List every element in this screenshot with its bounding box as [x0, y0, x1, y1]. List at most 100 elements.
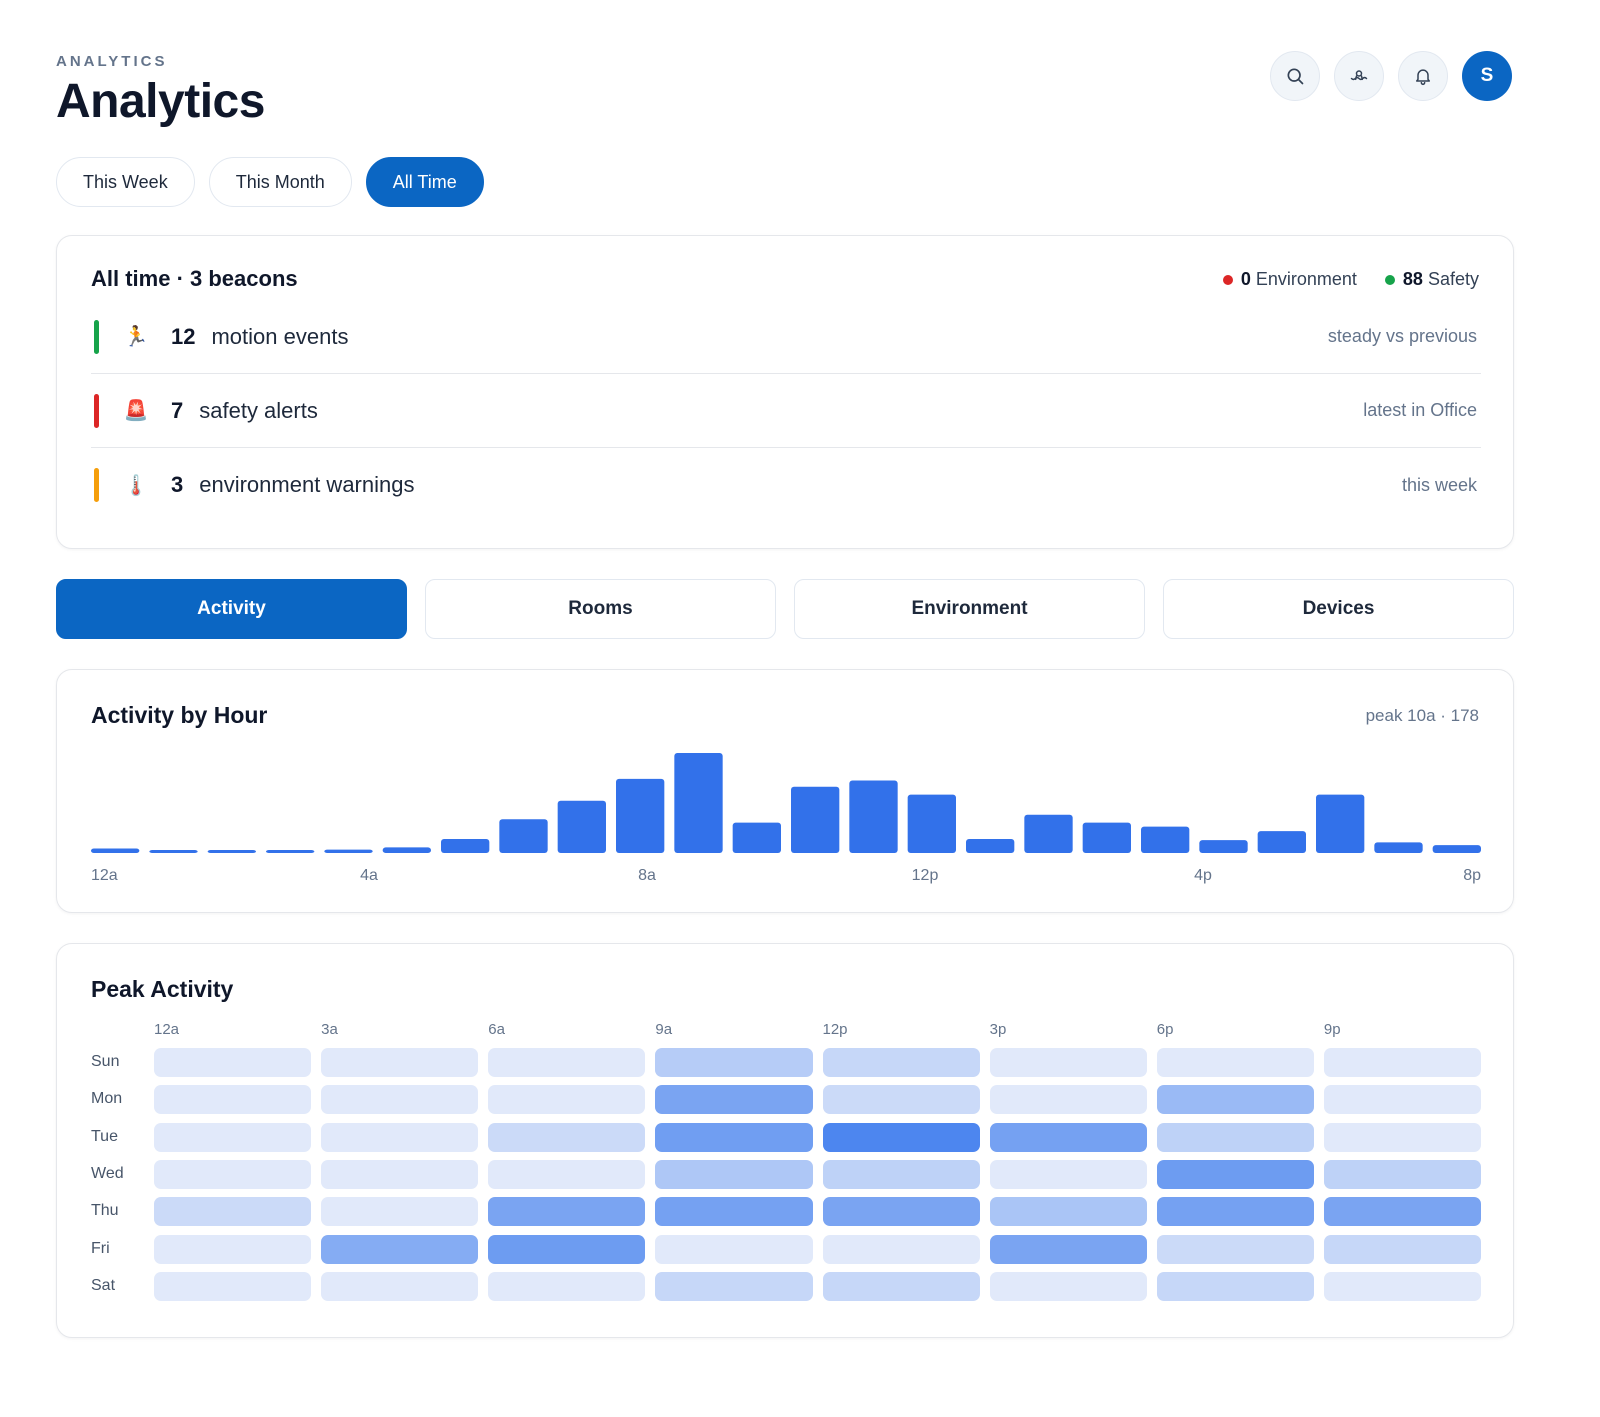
heatmap-cell[interactable] [321, 1159, 479, 1189]
heatmap-cell[interactable] [822, 1048, 980, 1077]
siren-icon: 🚨 [123, 400, 149, 422]
heatmap-cell[interactable] [1156, 1048, 1314, 1077]
top-toolbar: S [1270, 51, 1512, 101]
bar-10p[interactable] [1374, 842, 1423, 853]
heatmap-cell[interactable] [488, 1271, 646, 1301]
beacon-button[interactable] [1334, 51, 1384, 101]
heatmap-cell[interactable] [1323, 1197, 1481, 1227]
heatmap-cell[interactable] [822, 1234, 980, 1264]
bar-2a[interactable] [207, 850, 256, 853]
heatmap-cell[interactable] [822, 1085, 980, 1115]
bar-5p[interactable] [1082, 822, 1131, 853]
heatmap-cell[interactable] [1323, 1159, 1481, 1189]
search-button[interactable] [1270, 51, 1320, 101]
range-tab-this-month[interactable]: This Month [208, 157, 352, 207]
tab-devices[interactable]: Devices [1163, 579, 1514, 639]
bar-4p[interactable] [1024, 814, 1073, 853]
heatmap-cell[interactable] [822, 1159, 980, 1189]
bar-4a[interactable] [324, 849, 373, 853]
heatmap-cell[interactable] [154, 1197, 312, 1227]
heatmap-cell[interactable] [989, 1197, 1147, 1227]
bar-10a[interactable] [674, 753, 723, 853]
heatmap-cell[interactable] [154, 1122, 312, 1152]
activity-by-hour-chart: 12a 4a 8a 12p 4p 8p [91, 753, 1481, 884]
heatmap-cell[interactable] [989, 1159, 1147, 1189]
heatmap-cell[interactable] [488, 1085, 646, 1115]
bar-8p[interactable] [1257, 831, 1306, 853]
bar-12p[interactable] [791, 786, 840, 853]
bar-5a[interactable] [382, 847, 431, 853]
heatmap-cell[interactable] [989, 1122, 1147, 1152]
heatmap-cell[interactable] [1323, 1048, 1481, 1077]
heatmap-cell[interactable] [154, 1159, 312, 1189]
heatmap-cell[interactable] [321, 1234, 479, 1264]
bar-3p[interactable] [966, 838, 1015, 853]
heatmap-cell[interactable] [154, 1085, 312, 1115]
heatmap-cell[interactable] [1323, 1271, 1481, 1301]
bar-9p[interactable] [1316, 794, 1365, 853]
heatmap-cell[interactable] [321, 1122, 479, 1152]
notifications-button[interactable] [1398, 51, 1448, 101]
bar-1p[interactable] [849, 780, 898, 853]
heatmap-cell[interactable] [1156, 1197, 1314, 1227]
bar-11a[interactable] [732, 822, 781, 853]
heatmap-cell[interactable] [154, 1271, 312, 1301]
bar-2p[interactable] [907, 794, 956, 853]
heatmap-cell[interactable] [488, 1122, 646, 1152]
heatmap-cell[interactable] [655, 1159, 813, 1189]
heatmap-cell[interactable] [321, 1085, 479, 1115]
bar-6p[interactable] [1141, 826, 1190, 853]
heatmap-cell[interactable] [989, 1234, 1147, 1264]
bar-9a[interactable] [616, 778, 665, 853]
bar-3a[interactable] [266, 850, 315, 853]
heatmap-cell[interactable] [1156, 1159, 1314, 1189]
heatmap-cell[interactable] [488, 1048, 646, 1077]
heatmap-cell[interactable] [154, 1234, 312, 1264]
avatar[interactable]: S [1462, 51, 1512, 101]
bar-6a[interactable] [441, 838, 490, 853]
heatmap-cell[interactable] [1156, 1085, 1314, 1115]
stat-row-motion[interactable]: 🏃 12 motion events steady vs previous [91, 300, 1481, 374]
heatmap-cell[interactable] [989, 1271, 1147, 1301]
tab-rooms[interactable]: Rooms [425, 579, 776, 639]
heatmap-cell[interactable] [488, 1234, 646, 1264]
heatmap-cell[interactable] [1156, 1122, 1314, 1152]
range-tab-this-week[interactable]: This Week [56, 157, 195, 207]
heatmap-cell[interactable] [321, 1271, 479, 1301]
heatmap-cell[interactable] [655, 1271, 813, 1301]
heatmap-cell[interactable] [1323, 1122, 1481, 1152]
range-tab-all-time[interactable]: All Time [365, 157, 484, 207]
heatmap-cell[interactable] [822, 1271, 980, 1301]
heatmap-cell[interactable] [822, 1197, 980, 1227]
heatmap-cell[interactable] [488, 1197, 646, 1227]
heatmap-cell[interactable] [822, 1122, 980, 1152]
heatmap-cell[interactable] [154, 1048, 312, 1077]
stat-row-safety[interactable]: 🚨 7 safety alerts latest in Office [91, 374, 1481, 448]
bar-11p[interactable] [1432, 845, 1481, 853]
status-indicator [94, 393, 99, 428]
heatmap-cell[interactable] [1156, 1234, 1314, 1264]
heatmap-cell[interactable] [321, 1197, 479, 1227]
heatmap-row-label: Thu [91, 1202, 119, 1220]
heatmap-cell[interactable] [655, 1085, 813, 1115]
heatmap-cell[interactable] [321, 1048, 479, 1077]
heatmap-cell[interactable] [1323, 1234, 1481, 1264]
heatmap-cell[interactable] [1156, 1271, 1314, 1301]
tab-environment[interactable]: Environment [794, 579, 1145, 639]
bar-7a[interactable] [499, 819, 548, 853]
tab-activity[interactable]: Activity [56, 579, 407, 639]
heatmap-cell[interactable] [655, 1122, 813, 1152]
bar-1a[interactable] [149, 850, 198, 853]
heatmap-cell[interactable] [655, 1234, 813, 1264]
bar-7p[interactable] [1199, 840, 1248, 853]
bar-8a[interactable] [557, 800, 606, 853]
heatmap-cell[interactable] [655, 1048, 813, 1077]
status-indicator [94, 319, 99, 354]
stat-row-environment[interactable]: 🌡️ 3 environment warnings this week [91, 448, 1481, 522]
heatmap-cell[interactable] [989, 1048, 1147, 1077]
heatmap-cell[interactable] [989, 1085, 1147, 1115]
bar-12a[interactable] [91, 848, 140, 853]
heatmap-cell[interactable] [655, 1197, 813, 1227]
heatmap-cell[interactable] [1323, 1085, 1481, 1115]
heatmap-cell[interactable] [488, 1159, 646, 1189]
